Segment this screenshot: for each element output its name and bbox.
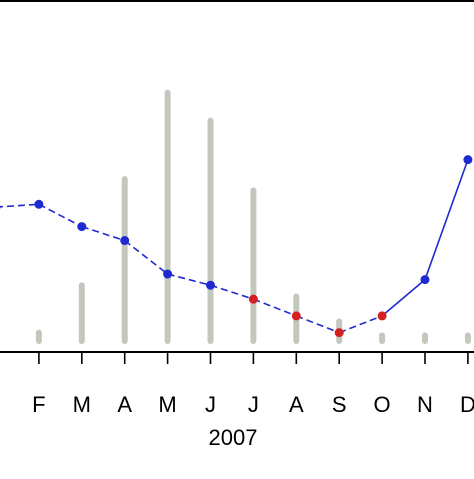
- points-layer: [0, 155, 473, 338]
- x-axis-title: 2007: [209, 425, 258, 450]
- point-2: [77, 222, 87, 232]
- point-5: [206, 280, 215, 290]
- tick-label-8: S: [332, 392, 347, 417]
- bars-layer: [35, 89, 471, 344]
- tick-label-0: J: [0, 392, 2, 417]
- tick-label-10: N: [417, 392, 433, 417]
- tick-label-11: D: [460, 392, 474, 417]
- tick-label-2: M: [73, 392, 91, 417]
- tick-label-3: A: [117, 392, 132, 417]
- point-1: [34, 199, 44, 209]
- line-segment-2: [81, 225, 125, 242]
- line-segment-7: [296, 315, 340, 334]
- point-7: [291, 311, 301, 321]
- line-segment-10: [424, 159, 469, 280]
- point-3: [120, 236, 130, 246]
- line-layer: [0, 159, 469, 334]
- tick-label-5: J: [205, 392, 216, 417]
- tick-label-7: A: [289, 392, 304, 417]
- ticks-layer: [38, 352, 469, 364]
- point-6: [248, 294, 258, 304]
- line-segment-3: [124, 239, 169, 275]
- line-segment-8: [338, 315, 383, 334]
- tick-label-9: O: [374, 392, 391, 417]
- tick-label-4: M: [158, 392, 176, 417]
- tick-labels-layer: JFMAMJJASOND: [0, 392, 474, 417]
- point-8: [334, 328, 344, 338]
- point-10: [420, 275, 430, 285]
- line-segment-0: [0, 203, 39, 208]
- tick-label-6: J: [248, 392, 259, 417]
- line-segment-5: [210, 284, 254, 300]
- line-segment-1: [38, 203, 83, 228]
- point-11: [463, 155, 473, 165]
- line-segment-4: [167, 273, 211, 286]
- point-0: [0, 205, 1, 210]
- point-4: [163, 269, 173, 279]
- line-segment-6: [253, 298, 297, 317]
- tick-label-1: F: [32, 392, 45, 417]
- line-segment-9: [381, 279, 426, 317]
- point-9: [377, 311, 387, 321]
